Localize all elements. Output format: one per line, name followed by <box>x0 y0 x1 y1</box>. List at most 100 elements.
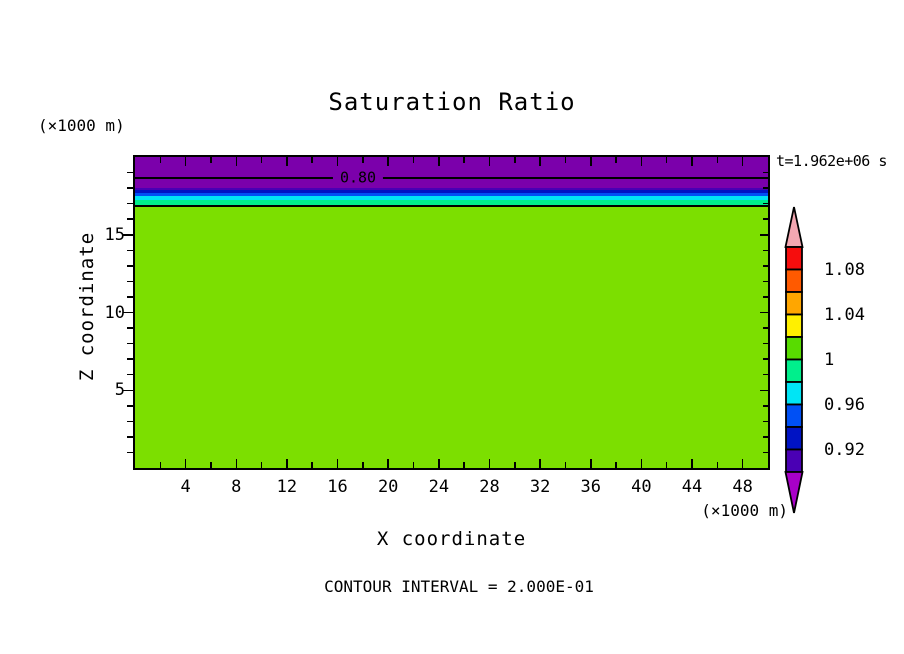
y-tick <box>763 187 768 189</box>
y-tick <box>763 218 768 220</box>
x-tick <box>539 157 541 166</box>
colorbar-cell <box>785 336 803 361</box>
y-tick <box>123 234 133 236</box>
x-tick <box>311 157 313 163</box>
y-tick <box>760 389 768 391</box>
y-tick <box>763 358 768 360</box>
x-tick <box>387 157 389 166</box>
x-tick-label: 12 <box>276 477 298 497</box>
x-tick-label: 44 <box>681 477 703 497</box>
x-tick <box>362 157 364 163</box>
saturation-band <box>135 190 768 194</box>
x-tick-label: 36 <box>580 477 601 497</box>
x-tick <box>336 157 339 166</box>
saturation-band <box>135 196 768 201</box>
y-tick <box>127 358 133 360</box>
x-tick <box>260 462 263 468</box>
y-tick <box>763 296 768 298</box>
x-tick <box>286 459 288 468</box>
y-tick-label: 15 <box>104 224 125 245</box>
y-tick <box>763 265 768 267</box>
x-tick-label: 48 <box>732 477 753 497</box>
colorbar-cell <box>785 358 803 383</box>
x-tick <box>488 157 491 166</box>
x-tick <box>741 157 744 166</box>
x-axis-title: X coordinate <box>376 528 527 550</box>
y-tick <box>127 296 133 298</box>
y-tick <box>127 327 133 329</box>
x-tick <box>463 462 465 468</box>
y-tick <box>763 451 768 454</box>
saturation-band <box>135 187 768 191</box>
colorbar-cell <box>785 403 803 428</box>
x-tick <box>615 462 617 468</box>
colorbar-cell <box>785 448 803 473</box>
y-tick <box>763 280 768 283</box>
x-tick <box>665 157 668 163</box>
colorbar-tick-label: 0.92 <box>824 439 865 460</box>
x-tick <box>514 157 516 163</box>
plot-area: 0.80 <box>123 155 770 470</box>
colorbar-svg <box>784 206 804 514</box>
x-tick <box>590 157 592 166</box>
x-tick-label: 40 <box>631 477 652 497</box>
x-axis-unit-label: (×1000 m) <box>701 501 788 520</box>
y-tick-label: 5 <box>114 380 125 401</box>
chart-title: Saturation Ratio <box>328 88 576 116</box>
x-tick <box>463 157 465 163</box>
colorbar-tick-label: 1.08 <box>824 259 865 280</box>
x-tick <box>590 459 592 468</box>
contour-line <box>135 177 768 180</box>
contour-interval-note: CONTOUR INTERVAL = 2.000E-01 <box>324 577 594 596</box>
x-tick <box>159 462 162 468</box>
simulation-time-label: t=1.962e+06 s <box>776 152 887 170</box>
x-tick <box>235 157 238 166</box>
y-tick <box>127 405 133 407</box>
y-tick <box>127 187 133 189</box>
y-tick <box>763 436 768 438</box>
x-tick <box>387 459 389 468</box>
x-tick <box>412 157 415 163</box>
x-tick-label: 16 <box>327 477 348 497</box>
x-tick <box>539 459 541 468</box>
x-tick <box>159 157 162 163</box>
x-tick-label: 8 <box>231 477 242 497</box>
y-tick <box>763 342 768 345</box>
colorbar <box>778 204 812 518</box>
y-axis-title: Z coordinate <box>76 231 98 382</box>
x-tick <box>311 462 313 468</box>
y-tick <box>127 265 133 267</box>
x-tick <box>286 157 288 166</box>
x-tick-label: 4 <box>180 477 191 497</box>
x-tick <box>691 157 693 166</box>
x-tick <box>184 459 187 468</box>
colorbar-tick-label: 0.96 <box>824 394 865 415</box>
x-tick <box>184 157 187 166</box>
y-tick <box>123 311 133 314</box>
y-tick <box>127 436 133 438</box>
x-tick <box>362 462 364 468</box>
x-tick <box>260 157 263 163</box>
y-tick <box>127 202 133 205</box>
y-tick <box>127 420 133 423</box>
y-tick <box>763 171 768 174</box>
y-tick <box>127 451 133 454</box>
contour-line <box>135 205 768 208</box>
saturation-band <box>135 193 768 197</box>
x-tick-label: 20 <box>377 477 399 497</box>
colorbar-cell <box>785 381 803 406</box>
colorbar-cell <box>785 246 803 271</box>
x-tick <box>665 462 668 468</box>
colorbar-cell <box>785 268 803 293</box>
y-tick <box>760 234 768 236</box>
x-tick <box>741 459 744 468</box>
x-tick <box>691 459 693 468</box>
x-tick <box>564 462 567 468</box>
y-tick <box>127 280 133 283</box>
x-tick <box>488 459 491 468</box>
colorbar-cell <box>785 291 803 316</box>
y-tick <box>127 342 133 345</box>
x-tick <box>716 157 719 163</box>
y-tick <box>127 218 133 220</box>
